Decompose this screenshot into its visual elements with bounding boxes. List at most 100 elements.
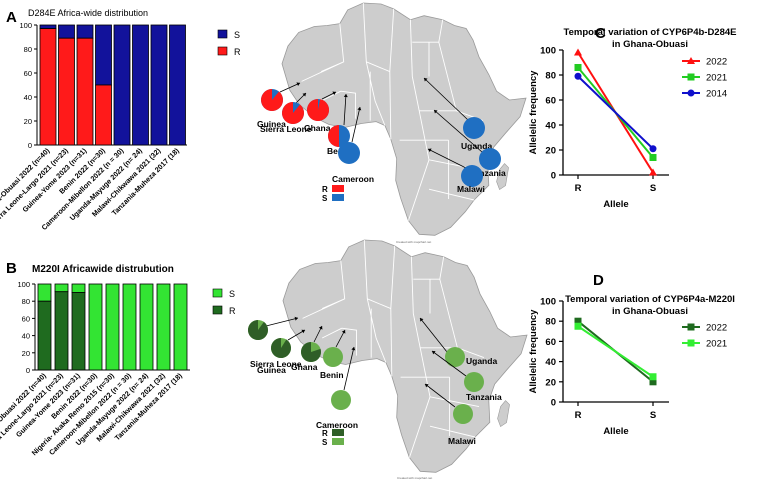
legend-label-1: 2021 <box>706 73 727 84</box>
point-0-r <box>574 317 582 325</box>
country-label-2: Ghana <box>304 123 331 133</box>
y-tick-label: 20 <box>545 377 556 388</box>
country-label-6: Tanzania <box>470 168 506 178</box>
chart-title: Temporal variation of CYP6P4b-D284E in Gh… <box>564 27 737 50</box>
legend-swatch-r <box>212 305 223 315</box>
country-label-4: Cameroon <box>332 174 374 184</box>
pie-1-slice-r <box>270 338 291 358</box>
bar-s-7 <box>169 24 186 146</box>
pie-4-slice-s <box>338 142 360 164</box>
y-tick-label: 20 <box>24 117 32 126</box>
point-1-r <box>574 322 582 330</box>
bar-s-3 <box>95 24 112 86</box>
line-chart-d: Temporal variation of CYP6P4a-M220I in Gh… <box>528 294 735 437</box>
y-tick-label: 60 <box>545 337 556 348</box>
pointer-head-6 <box>432 351 436 355</box>
pie-7-slice-s <box>461 165 483 187</box>
bar-s-6 <box>150 24 168 146</box>
y-tick-label: 60 <box>22 314 30 323</box>
country-label-0: Guinea <box>257 365 286 375</box>
pointer-line-0 <box>265 317 299 327</box>
country-label-4: Cameroon <box>316 420 358 430</box>
pie-4-slice-s <box>331 390 351 410</box>
y-tick-label: 0 <box>551 171 556 182</box>
pie-6-slice-s <box>479 148 501 170</box>
pie-2-slice-r <box>307 99 330 121</box>
pointer-head-5 <box>420 318 424 322</box>
y-tick-label: 0 <box>28 141 32 150</box>
y-tick-label: 80 <box>545 317 556 328</box>
bar-r-0 <box>39 28 57 146</box>
y-tick-label: 40 <box>24 93 32 102</box>
madagascar <box>496 163 509 191</box>
y-tick-label: 100 <box>19 21 32 30</box>
chart-title-line-2: in Ghana-Obuasi <box>612 306 688 317</box>
pointer-line-5 <box>423 77 469 121</box>
pie-7-slice-s <box>453 404 473 424</box>
map-legend-swatch-r <box>332 185 344 192</box>
bar-r-1 <box>54 291 69 371</box>
pointer-head-7 <box>425 384 429 388</box>
chart-title-line-1: Temporal variation of CYP6P4b-D284E <box>564 27 737 38</box>
legend-marker-1 <box>687 73 695 81</box>
pointer-line-3 <box>335 329 346 348</box>
bar-s-4 <box>105 283 120 371</box>
bar-s-3 <box>88 283 103 371</box>
legend-marker-1 <box>687 339 695 347</box>
line-chart-c: Temporal variation of CYP6P4b-D284E in Gh… <box>528 27 737 210</box>
map-credit: Created with mapchart.net <box>397 476 432 480</box>
country-label-7: Malawi <box>457 184 485 194</box>
y-tick-label: 40 <box>22 332 30 341</box>
country-borders <box>302 239 485 458</box>
series-line-1 <box>577 325 654 378</box>
y-tick-label: 60 <box>24 69 32 78</box>
bar-r-1 <box>58 37 75 146</box>
bar-r-0 <box>37 300 52 371</box>
y-tick-label: 0 <box>26 366 30 375</box>
panel-letter-b: B <box>6 260 17 277</box>
chart-title: Temporal variation of CYP6P4a-M220I in Gh… <box>565 294 735 317</box>
legend-label-s: S <box>229 289 235 299</box>
pointer-line-7 <box>424 383 456 408</box>
pointer-head-3 <box>343 94 348 98</box>
y-axis-label: Allelelic frequency <box>528 70 539 155</box>
x-axis-label: Allele <box>603 199 628 210</box>
bar-r-3 <box>95 84 112 146</box>
panel-letter-c: C <box>595 25 606 42</box>
point-0-s <box>649 378 657 386</box>
chart-title-line-2: in Ghana-Obuasi <box>612 39 688 50</box>
legend-label-1: 2021 <box>706 339 727 350</box>
pointer-line-5 <box>419 317 448 353</box>
pie-3-slice-s <box>323 347 343 367</box>
y-tick-label: 100 <box>540 297 556 308</box>
legend-label-r: R <box>229 306 236 316</box>
pointer-line-1 <box>287 329 306 341</box>
bar-r-2 <box>71 292 86 371</box>
chart-title: M220I Africawide distrubution <box>32 264 174 275</box>
point-2-r <box>574 72 582 80</box>
country-label-3: Benin <box>320 370 344 380</box>
country-label-6: Tanzania <box>466 392 502 402</box>
bar-s-0 <box>39 24 57 29</box>
legend-swatch-s <box>212 288 223 298</box>
pie-0-slice-r <box>248 320 269 341</box>
pointer-head-1 <box>302 93 306 97</box>
point-0-r <box>574 48 582 56</box>
x-axis-label: Allele <box>603 426 628 437</box>
y-tick-label: 20 <box>545 146 556 157</box>
legend-swatch-s <box>217 29 228 39</box>
y-tick-label: 100 <box>17 280 30 289</box>
bar-s-1 <box>58 24 75 39</box>
pie-6-slice-s <box>464 372 484 392</box>
country-borders <box>301 2 484 221</box>
bar-s-5 <box>122 283 137 371</box>
bar-s-0 <box>37 283 52 302</box>
legend-marker-0 <box>687 57 695 64</box>
bar-s-2 <box>71 283 86 294</box>
pointer-line-0 <box>279 82 301 93</box>
country-label-7: Malawi <box>448 436 476 446</box>
bar-r-2 <box>76 37 94 146</box>
pointer-head-0 <box>296 82 300 87</box>
